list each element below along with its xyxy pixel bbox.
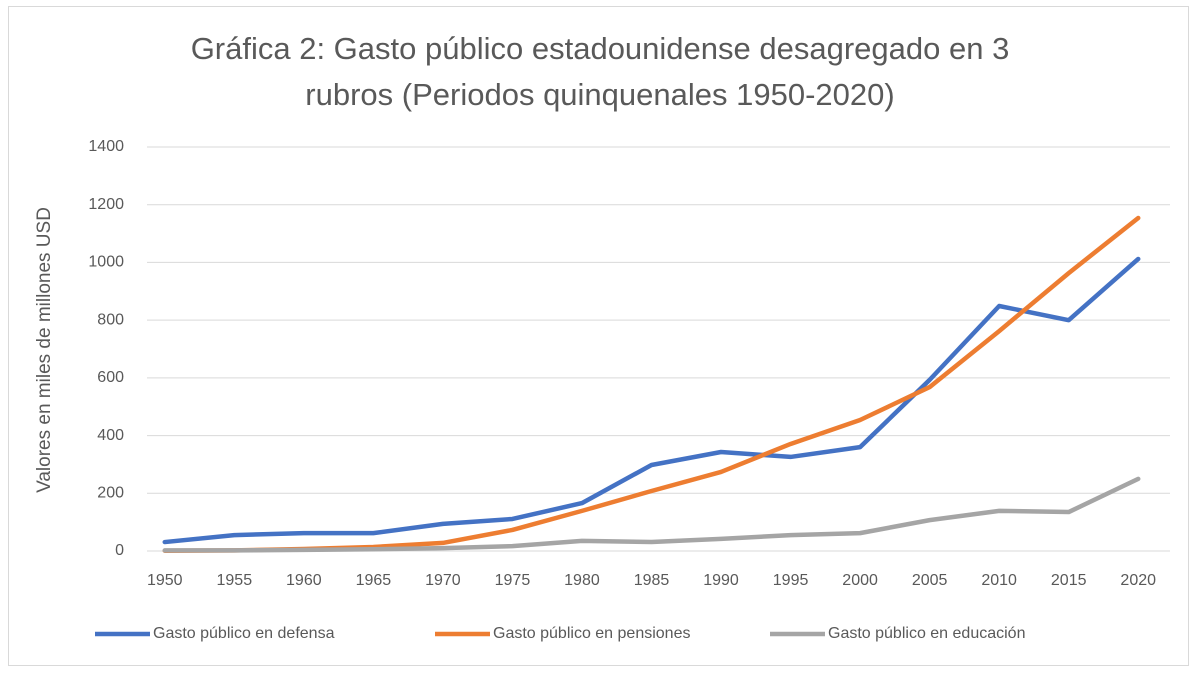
y-axis-label: Valores en miles de millones USD xyxy=(34,207,55,493)
x-tick-label: 1950 xyxy=(147,572,183,589)
x-tick-label: 1975 xyxy=(495,572,531,589)
line-series xyxy=(162,476,1141,553)
x-tick-label: 1960 xyxy=(286,572,322,589)
x-tick-label: 1985 xyxy=(634,572,670,589)
y-tick-label: 400 xyxy=(97,427,124,444)
legend-label: Gasto público en educación xyxy=(828,625,1025,642)
legend-label: Gasto público en pensiones xyxy=(493,625,690,642)
line-series xyxy=(162,215,1141,553)
x-tick-label: 2020 xyxy=(1120,572,1156,589)
x-tick-label: 2000 xyxy=(842,572,878,589)
y-tick-label: 1000 xyxy=(88,254,124,271)
chart-title: Gráfica 2: Gasto público estadounidense … xyxy=(190,31,1010,112)
y-tick-label: 200 xyxy=(97,485,124,502)
x-tick-label: 1970 xyxy=(425,572,461,589)
chart-border xyxy=(8,6,1189,666)
y-tick-label: 600 xyxy=(97,369,124,386)
x-tick-label: 1990 xyxy=(703,572,739,589)
line-series xyxy=(162,256,1141,545)
x-tick-label: 2015 xyxy=(1051,572,1087,589)
y-tick-label: 1400 xyxy=(88,138,124,155)
x-tick-label: 2005 xyxy=(912,572,948,589)
x-tick-label: 2010 xyxy=(981,572,1017,589)
y-tick-label: 800 xyxy=(97,311,124,328)
y-tick-label: 0 xyxy=(115,542,124,559)
x-tick-label: 1995 xyxy=(773,572,809,589)
legend-label: Gasto público en defensa xyxy=(153,625,335,642)
x-tick-label: 1980 xyxy=(564,572,600,589)
x-tick-label: 1955 xyxy=(217,572,253,589)
y-tick-label: 1200 xyxy=(88,196,124,213)
x-tick-label: 1965 xyxy=(356,572,392,589)
